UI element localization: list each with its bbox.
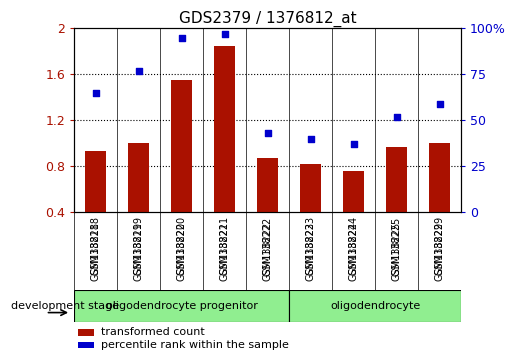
Text: GSM138221: GSM138221 (219, 222, 229, 281)
Text: GSM138223: GSM138223 (306, 216, 316, 275)
Bar (386, 147, 408, 212)
Bar (429, 143, 450, 212)
Text: GSM138220: GSM138220 (176, 222, 187, 281)
Point (220, 31, 229, 37)
Bar (171, 80, 192, 212)
Text: GSM138222: GSM138222 (263, 222, 272, 281)
Bar (74, 290, 289, 322)
Bar (85, 152, 107, 212)
Text: GSM138224: GSM138224 (349, 216, 359, 275)
Text: GSM138229: GSM138229 (435, 222, 445, 281)
Bar (78, 329, 94, 336)
Point (92, 90, 100, 96)
Bar (343, 171, 365, 212)
Text: oligodendrocyte: oligodendrocyte (330, 301, 420, 311)
Point (135, 68, 143, 74)
Bar (128, 143, 149, 212)
Text: GSM138219: GSM138219 (134, 216, 144, 275)
Point (392, 114, 401, 120)
Text: GSM138229: GSM138229 (435, 216, 445, 275)
Point (263, 130, 272, 136)
Text: GSM138224: GSM138224 (349, 222, 359, 281)
Text: GSM138225: GSM138225 (392, 222, 402, 281)
Point (178, 35, 186, 40)
Text: GSM138221: GSM138221 (219, 216, 229, 275)
Text: oligodendrocyte progenitor: oligodendrocyte progenitor (105, 301, 258, 311)
Bar (289, 290, 461, 322)
Bar (78, 342, 94, 348)
Title: GDS2379 / 1376812_at: GDS2379 / 1376812_at (179, 11, 357, 27)
Text: transformed count: transformed count (101, 327, 205, 337)
Text: GSM138220: GSM138220 (176, 216, 187, 275)
Point (435, 101, 444, 107)
Text: percentile rank within the sample: percentile rank within the sample (101, 340, 289, 350)
Text: GSM138219: GSM138219 (134, 222, 144, 281)
Text: GSM138218: GSM138218 (91, 216, 101, 275)
Text: GSM138222: GSM138222 (263, 216, 272, 275)
Bar (300, 164, 321, 212)
Text: GSM138218: GSM138218 (91, 222, 101, 281)
Bar (257, 158, 278, 212)
Point (306, 136, 315, 142)
Text: GSM138223: GSM138223 (306, 222, 316, 281)
Bar (214, 46, 235, 212)
Text: development stage: development stage (11, 301, 119, 311)
Text: GSM138225: GSM138225 (392, 216, 402, 275)
Point (349, 142, 358, 147)
